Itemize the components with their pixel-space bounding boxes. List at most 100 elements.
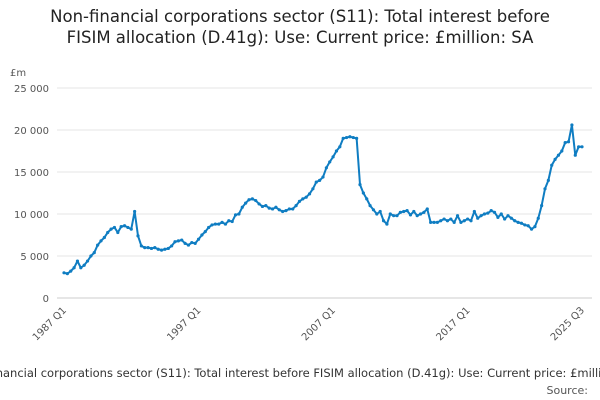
x-tick-label: 1997 Q1 [165, 305, 203, 343]
point [398, 210, 402, 214]
point [375, 212, 379, 216]
x-tick-label: 2017 Q1 [434, 305, 472, 343]
point [439, 219, 443, 223]
point [139, 244, 143, 248]
point [472, 209, 476, 214]
point [260, 204, 265, 209]
point [264, 204, 268, 208]
point [220, 220, 224, 224]
point [267, 206, 271, 210]
point [499, 212, 503, 216]
point [96, 243, 100, 247]
point [72, 266, 76, 270]
source: Source: [547, 384, 589, 397]
point [240, 205, 244, 209]
y-tick-label: 0 [43, 294, 49, 305]
point [149, 246, 154, 251]
point [331, 155, 335, 159]
point [119, 225, 123, 229]
point [170, 244, 174, 248]
point [186, 243, 191, 247]
point [486, 211, 490, 215]
point [378, 209, 382, 214]
point [348, 135, 352, 139]
point [200, 233, 204, 237]
point [318, 178, 322, 182]
point [210, 223, 214, 227]
point [536, 216, 540, 220]
point [136, 234, 140, 238]
point [99, 239, 103, 243]
point [122, 224, 127, 228]
point [324, 166, 328, 170]
point [361, 191, 365, 195]
point [556, 153, 561, 157]
point [281, 209, 285, 214]
point [455, 214, 460, 218]
point [371, 208, 376, 212]
point [344, 135, 349, 140]
point [207, 225, 211, 230]
point [516, 220, 520, 224]
point [506, 214, 510, 218]
point [183, 241, 187, 245]
point [580, 145, 584, 149]
point [254, 198, 258, 203]
point [553, 157, 557, 161]
point [476, 216, 480, 220]
point [573, 153, 577, 157]
point [146, 246, 150, 250]
point [213, 222, 217, 226]
point [560, 149, 564, 153]
point [196, 237, 201, 241]
point [287, 207, 291, 211]
point [445, 219, 450, 223]
point [385, 222, 389, 226]
point [129, 227, 133, 231]
point [529, 227, 534, 231]
point [469, 219, 473, 223]
point [509, 216, 513, 220]
point [563, 141, 567, 145]
point [388, 212, 392, 216]
y-tick-label: 10 000 [14, 210, 49, 221]
point [526, 224, 530, 228]
point [479, 214, 483, 218]
point [247, 198, 251, 202]
y-tick-label: 25 000 [14, 84, 49, 95]
point [496, 215, 500, 219]
point [570, 123, 574, 127]
title-box: Non-financial corporations sector (S11):… [50, 7, 550, 47]
point [466, 217, 470, 221]
point [106, 230, 110, 235]
point [116, 230, 120, 235]
point [321, 175, 325, 179]
point [452, 220, 456, 224]
point [294, 204, 298, 208]
point [513, 219, 517, 223]
point [109, 227, 113, 231]
point [577, 145, 581, 149]
x-tick-label: 2007 Q1 [300, 305, 338, 343]
point [533, 225, 537, 229]
point [543, 187, 547, 191]
point [566, 140, 571, 144]
point [462, 219, 466, 223]
point [307, 192, 312, 196]
point [328, 160, 332, 164]
point [79, 266, 83, 270]
y-tick-label: 20 000 [14, 126, 49, 137]
point [519, 221, 524, 225]
point [166, 246, 170, 251]
point [442, 217, 446, 221]
point [550, 163, 554, 167]
point [402, 209, 406, 214]
point [503, 217, 507, 221]
x-tick-label: 1987 Q1 [31, 305, 69, 343]
point [459, 220, 463, 224]
point [112, 225, 117, 230]
point [257, 202, 261, 206]
point [432, 220, 436, 224]
